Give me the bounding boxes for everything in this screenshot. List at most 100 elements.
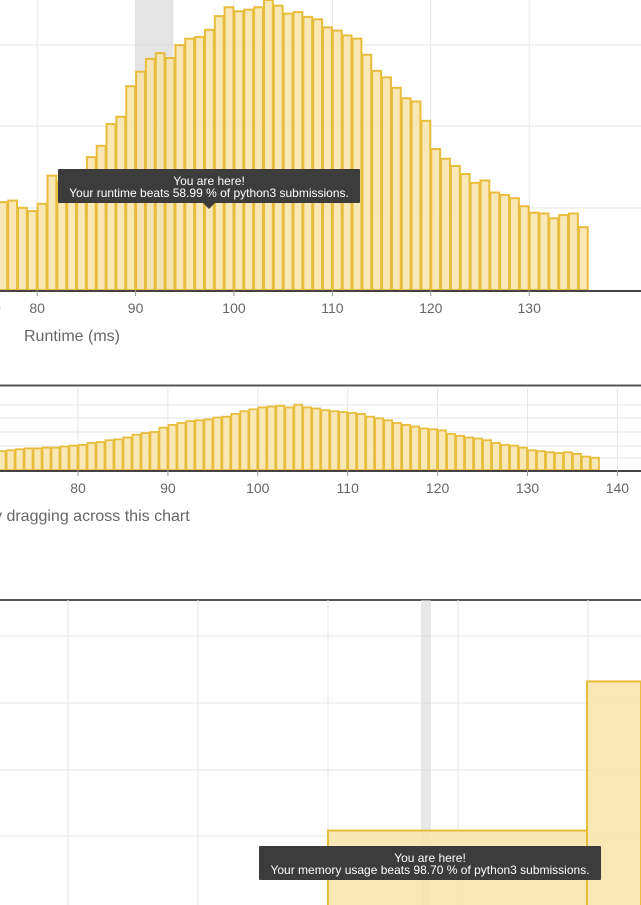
runtime-bar[interactable] — [421, 121, 430, 290]
runtime-bar[interactable] — [0, 202, 7, 290]
navigator-bar — [384, 420, 392, 470]
navigator-bar — [501, 445, 509, 470]
runtime-bar[interactable] — [8, 201, 17, 290]
runtime-bar[interactable] — [510, 198, 519, 290]
navigator-bar — [483, 440, 491, 470]
navigator-bar — [348, 413, 356, 470]
navigator-bar — [61, 446, 69, 470]
runtime-bar[interactable] — [264, 0, 273, 290]
runtime-bar[interactable] — [500, 195, 509, 290]
runtime-bar[interactable] — [362, 55, 371, 290]
navigator-bar — [168, 425, 176, 470]
runtime-tick-labels: 80 90 100 110 120 130 70 — [0, 290, 541, 316]
runtime-bar[interactable] — [382, 77, 391, 290]
range-navigator[interactable]: 80 90 100 110 120 130 140 y dragging across th… — [0, 370, 641, 590]
navigator-bar — [420, 428, 428, 470]
runtime-bar[interactable] — [461, 174, 470, 290]
runtime-bar[interactable] — [215, 16, 224, 290]
runtime-bar[interactable] — [185, 39, 194, 290]
runtime-bar[interactable] — [18, 208, 27, 290]
tick-label: 100 — [246, 480, 270, 496]
navigator-bar — [114, 439, 122, 470]
runtime-bar[interactable] — [520, 206, 529, 290]
runtime-bar[interactable] — [323, 27, 332, 290]
navigator-bar — [213, 418, 221, 470]
navigator-bars — [0, 405, 599, 470]
navigator-bar — [564, 452, 572, 470]
runtime-bar[interactable] — [372, 71, 381, 290]
navigator-bar — [276, 406, 284, 470]
runtime-bar[interactable] — [205, 30, 214, 290]
navigator-bar — [366, 417, 374, 470]
runtime-bar[interactable] — [107, 124, 116, 290]
navigator-bar — [294, 405, 302, 470]
navigator-bar — [537, 451, 545, 470]
navigator-bar — [258, 407, 266, 470]
navigator-bar — [411, 427, 419, 470]
navigator-bar — [96, 442, 104, 470]
runtime-bar[interactable] — [451, 166, 460, 290]
runtime-tooltip-arrow — [203, 203, 215, 209]
navigator-bar — [438, 430, 446, 470]
runtime-bar[interactable] — [274, 6, 283, 290]
runtime-bar[interactable] — [38, 204, 47, 290]
runtime-bar[interactable] — [116, 117, 125, 290]
navigator-bar — [492, 443, 500, 470]
runtime-bar[interactable] — [549, 218, 558, 290]
runtime-bar[interactable] — [284, 14, 293, 290]
runtime-axis-title: Runtime (ms) — [24, 328, 120, 345]
navigator-bar — [357, 414, 365, 470]
runtime-bar[interactable] — [431, 149, 440, 290]
runtime-bar[interactable] — [569, 213, 578, 290]
tick-label: 120 — [426, 480, 450, 496]
navigator-bar — [222, 417, 230, 470]
tick-label: 80 — [70, 480, 86, 496]
runtime-bar[interactable] — [294, 12, 303, 290]
tick-label: 90 — [160, 480, 176, 496]
runtime-bar[interactable] — [441, 159, 450, 290]
runtime-bar[interactable] — [490, 193, 499, 290]
runtime-bar[interactable] — [540, 213, 549, 290]
navigator-bar — [141, 433, 149, 470]
runtime-bar[interactable] — [480, 180, 489, 290]
navigator-bar — [447, 434, 455, 470]
runtime-bar[interactable] — [313, 19, 322, 290]
runtime-bar[interactable] — [234, 11, 243, 290]
tick-label: 100 — [222, 300, 246, 316]
runtime-bar[interactable] — [244, 10, 253, 290]
tick-label: 140 — [606, 480, 630, 496]
navigator-bar — [105, 440, 113, 470]
runtime-bar[interactable] — [303, 17, 312, 290]
tick-label: 130 — [516, 480, 540, 496]
runtime-bar[interactable] — [471, 183, 480, 290]
runtime-bar[interactable] — [530, 213, 539, 290]
runtime-bar[interactable] — [195, 37, 204, 290]
navigator-bar — [465, 437, 473, 470]
runtime-bars[interactable] — [0, 0, 588, 290]
runtime-bar[interactable] — [402, 98, 411, 290]
runtime-bar[interactable] — [48, 176, 57, 290]
runtime-bar[interactable] — [97, 146, 106, 290]
runtime-bar[interactable] — [343, 35, 352, 290]
navigator-bar — [25, 448, 33, 470]
navigator-bar — [339, 412, 347, 470]
navigator-bar — [240, 411, 248, 470]
navigator-bar — [159, 428, 167, 470]
tick-label-partial: 70 — [0, 300, 1, 316]
navigator-bar — [0, 451, 6, 470]
runtime-bar[interactable] — [353, 39, 362, 290]
runtime-tooltip-text: Your runtime beats 58.99 % of python3 su… — [66, 187, 352, 199]
navigator-bar — [204, 419, 212, 470]
runtime-bar[interactable] — [412, 102, 421, 291]
runtime-bar[interactable] — [28, 211, 37, 290]
navigator-bar — [393, 423, 401, 470]
navigator-bar — [573, 454, 581, 470]
navigator-bar — [249, 409, 257, 470]
runtime-bar[interactable] — [175, 45, 184, 290]
runtime-bar[interactable] — [559, 215, 568, 290]
runtime-bar[interactable] — [254, 7, 263, 290]
runtime-bar[interactable] — [225, 7, 234, 290]
runtime-bar[interactable] — [392, 88, 401, 290]
runtime-bar[interactable] — [333, 31, 342, 290]
runtime-bar[interactable] — [579, 227, 588, 290]
